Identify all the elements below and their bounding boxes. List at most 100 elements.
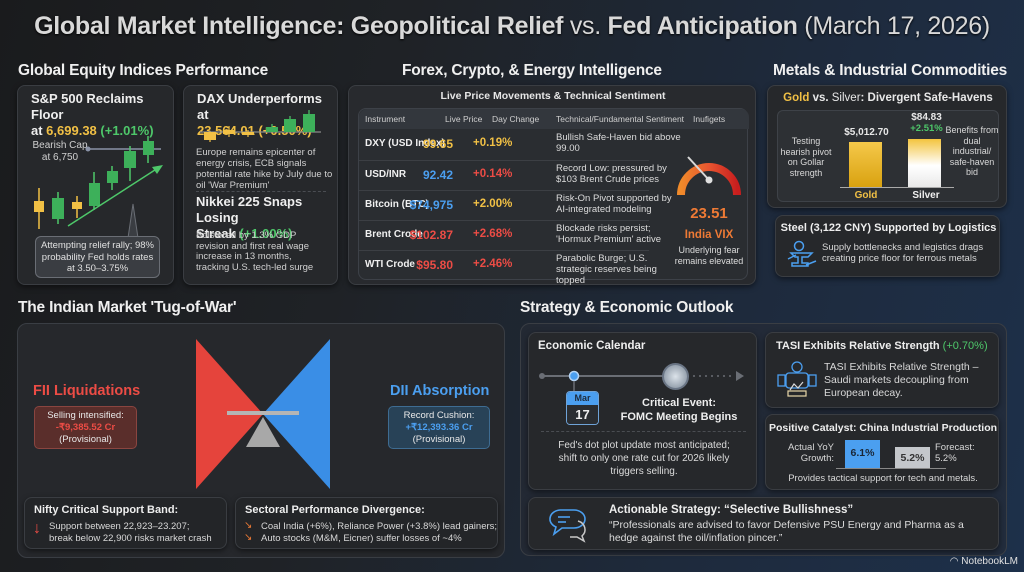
sp500-title: S&P 500 Reclaims Floor at 6,699.38 (+1.0… [31,91,173,139]
fii-provisional: (Provisional) [59,434,112,445]
dii-line1: Record Cushion: [403,410,475,421]
steel-note: Supply bottlenecks and legistics drags c… [822,242,984,264]
gold-silver-card: Gold vs. Silver: Divergent Safe-Havens T… [767,85,1007,208]
oil-pipeline-icon [777,361,817,397]
dii-value: +₹12,393.36 Cr [405,422,473,433]
watermark-text: NotebookLM [961,556,1018,567]
china-title: Positive Catalyst: China Industrial Prod… [768,422,998,434]
fii-value: -₹9,385.52 Cr [55,422,116,433]
timeline [539,370,744,391]
instrument: DXY (USD Index) [365,138,445,149]
instrument: USD/INR [365,169,407,180]
sentiment: Risk-On Pivot supported by AI-integrated… [556,193,672,215]
action-title: Actionable Strategy: “Selective Bullishn… [609,504,854,516]
table-row[interactable]: Brent Crode $102.87 +2.68% Blockade risk… [359,220,661,249]
header-day-change: Day Change [492,114,540,124]
live-price: 92.42 [422,168,453,182]
chat-bubbles-icon [549,509,586,543]
sector-title: Sectoral Performance Divergence: [245,504,425,516]
section-strategy-heading: Strategy & Economic Outlook [520,299,734,316]
fii-label: FII Liquidations [33,383,141,399]
live-price: $74,975 [409,198,453,212]
section-metals-heading: Metals & Industrial Commodities [773,62,1008,79]
nikkei-title-line: Nikkei 225 Snaps Losing [196,194,303,225]
sp500-change: (+1.01%) [100,123,154,138]
title-second: Fed Anticipation [600,12,805,40]
title-date: (March 17, 2026) [804,12,990,40]
calendar-day: 17 [567,405,598,424]
title-gold: Gold [783,92,810,104]
nifty-note: Support between 22,923–23.207; break bel… [49,521,212,544]
china-note: Provides tactical support for tech and m… [788,473,978,484]
header-instrument: Instrument [365,114,406,124]
instrument: Brent Crode [365,229,423,240]
header-gauge: Inufigets [693,114,726,124]
sp500-candlestick-chart [34,136,163,239]
nifty-line2: break below 22,900 risks market crash [49,532,212,544]
dax-note: Europe remains epicenter of energy crisi… [196,147,333,191]
actionable-strategy-card: Actionable Strategy: “Selective Bullishn… [528,497,999,550]
vix-gauge-icon [677,156,741,196]
sector-note: Coal India (+6%), Reliance Power (+3.8%)… [261,521,497,544]
action-quote: “Professionals are advised to favor Defe… [609,519,964,544]
table-header: Instrument Live Price Day Change Technic… [359,109,749,129]
card-divider [196,191,326,192]
table-row[interactable]: DXY (USD Index) 99.65 +0.19% Bullish Saf… [359,130,681,159]
gold-price: $5,012.70 [844,127,889,138]
forex-table: Instrument Live Price Day Change Technic… [358,108,749,286]
sp500-value: 6,699.38 [46,123,97,138]
vix-note: Underlying fear remains elevated [674,245,744,266]
china-forecast-bar: 5.2% [895,447,930,468]
dax-bar-chart [200,110,321,142]
china-forecast-label: Forecast: 5.2% [935,442,975,464]
live-price: 99.65 [422,137,453,151]
sentiment: Parabolic Burge; U.S. strategic reserves… [556,253,657,286]
calendar-month: Mar [567,392,598,405]
instrument: WTI Crode [365,259,415,270]
chart-baseline [836,468,946,469]
gold-bar [849,142,882,187]
nikkei-change: (+1.00%) [239,226,293,241]
tasi-change: (+0.70%) [942,340,988,352]
steel-anvil-icon [787,240,817,267]
cap-label-2: at 6,750 [41,152,79,163]
silver-label: Silver [912,190,940,201]
title-vs: vs. [809,92,832,104]
nifty-line1: Support between 22,923–23.207; [49,521,190,532]
table-row[interactable]: USD/INR 92.42 +0.14% Record Low: pressur… [359,160,667,189]
dax-nikkei-card: DAX Underperforms at 23,564.01 (+0.50%) … [183,85,338,285]
nifty-support-card: Nifty Critical Support Band: ↓ Support b… [24,497,227,549]
cap-label-1: Bearish Cap [32,140,88,151]
sp500-title-line: S&P 500 Reclaims Floor [31,91,144,122]
sector-line1: Coal India (+6%), Reliance Power (+3.8%)… [261,521,498,532]
title-silver: Silver [831,92,861,104]
table-row[interactable]: WTI Crode $95.80 +2.46% Parabolic Burge;… [359,250,657,286]
economic-calendar-card: Economic Calendar Mar 17 Critical Event:… [528,332,757,490]
day-change: +0.14% [473,168,513,180]
title-main: Global Market Intelligence: Geopolitical… [34,12,570,40]
day-change: +2.68% [473,228,513,240]
steel-card: Steel (3,122 CNY) Supported by Logistics… [775,215,1000,277]
vix-value: 23.51 [690,205,728,222]
vix-label: India VIX [684,229,734,241]
china-actual-bar: 6.1% [845,440,880,468]
silver-price: $84.83 [911,112,942,123]
gold-silver-title: Gold vs. Silver: Divergent Safe-Havens [768,92,1008,104]
instrument: Bitcoin (BTC) [365,199,429,210]
event-note: Fed's dot plot update most anticipated; … [558,440,730,477]
steel-title: Steel (3,122 CNY) Supported by Logistics [780,222,997,234]
tug-of-war-seesaw-graphic [196,339,330,489]
tasi-card: TASI Exhibits Relative Strength (+0.70%)… [765,332,999,408]
calendar-date-icon: Mar 17 [566,391,599,425]
event-line1: Critical Event: [642,397,716,409]
live-price: $95.80 [416,258,453,272]
day-change: +2.46% [473,258,513,270]
china-actual-label: Actual YoY Growth: [788,442,834,464]
nikkei-title-line2: Streak [196,226,240,241]
fed-seal-icon [662,363,689,390]
card-divider [541,431,746,432]
nikkei-title: Nikkei 225 Snaps Losing Streak (+1.00%) [196,194,337,242]
page-title: Global Market Intelligence: Geopolitical… [0,12,1024,41]
table-row[interactable]: Bitcoin (BTC) $74,975 +2.00% Risk-On Piv… [359,190,672,219]
day-change: +2.00% [473,198,513,210]
